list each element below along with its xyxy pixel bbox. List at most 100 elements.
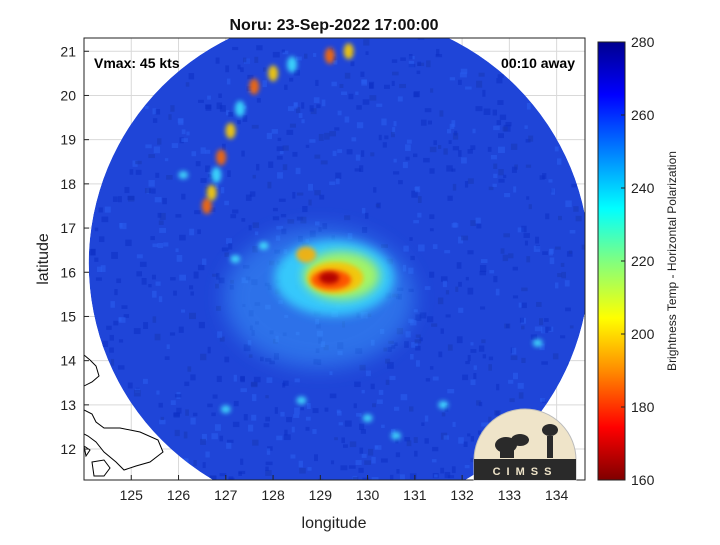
swath-pixel xyxy=(431,323,438,327)
y-axis-ticks: 12 13 14 15 16 17 18 19 20 21 xyxy=(60,43,89,457)
swath-pixel xyxy=(528,204,532,210)
swath-pixel xyxy=(344,116,350,123)
swath-pixel xyxy=(443,148,448,155)
swath-pixel xyxy=(400,57,406,61)
swath-pixel xyxy=(393,406,400,411)
swath-pixel xyxy=(510,355,518,361)
swath-pixel xyxy=(230,214,237,219)
swath-pixel xyxy=(557,273,562,278)
swath-pixel xyxy=(109,334,114,341)
swath-pixel xyxy=(417,196,422,203)
swath-pixel xyxy=(329,393,337,399)
swath-pixel xyxy=(176,407,182,414)
swath-pixel xyxy=(336,409,341,414)
swath-pixel xyxy=(336,410,342,416)
swath-pixel xyxy=(483,108,491,115)
swath-pixel xyxy=(517,382,524,389)
storm-core xyxy=(178,43,543,440)
swath-pixel xyxy=(195,161,201,167)
swath-pixel xyxy=(545,213,550,220)
swath-pixel xyxy=(218,277,225,284)
swath-pixel xyxy=(385,379,390,385)
swath-pixel xyxy=(378,134,382,141)
colorbar-tick-label: 280 xyxy=(631,34,655,50)
scattered-convection xyxy=(390,431,401,440)
swath-pixel xyxy=(262,80,267,88)
x-tick-label: 132 xyxy=(450,487,474,503)
swath-pixel xyxy=(421,422,425,426)
swath-pixel xyxy=(415,360,420,367)
swath-pixel xyxy=(417,38,425,40)
swath-pixel xyxy=(152,243,159,248)
swath-pixel xyxy=(298,460,303,468)
swath-pixel xyxy=(240,458,244,465)
swath-pixel xyxy=(449,77,456,81)
swath-pixel xyxy=(455,286,459,292)
swath-pixel xyxy=(319,194,325,200)
swath-pixel xyxy=(148,180,155,187)
swath-pixel xyxy=(458,307,464,313)
swath-pixel xyxy=(226,110,230,116)
swath-pixel xyxy=(232,421,240,428)
swath-pixel xyxy=(363,39,370,46)
swath-pixel xyxy=(266,448,271,455)
swath-pixel xyxy=(216,375,222,383)
swath-pixel xyxy=(558,215,562,221)
x-tick-label: 125 xyxy=(120,487,144,503)
swath-pixel xyxy=(125,239,132,247)
swath-pixel xyxy=(305,416,311,421)
swath-pixel xyxy=(198,321,205,329)
swath-pixel xyxy=(424,438,429,444)
swath-pixel xyxy=(316,104,321,109)
swath-pixel xyxy=(256,497,260,503)
swath-pixel xyxy=(150,236,155,241)
swath-pixel xyxy=(189,285,194,290)
swath-pixel xyxy=(173,412,180,417)
swath-pixel xyxy=(305,144,310,148)
swath-pixel xyxy=(424,286,431,290)
swath-pixel xyxy=(265,466,269,471)
swath-pixel xyxy=(280,213,287,218)
swath-pixel xyxy=(240,375,245,383)
swath-pixel xyxy=(181,129,186,135)
swath-pixel xyxy=(278,198,286,202)
swath-pixel xyxy=(201,258,207,265)
swath-pixel xyxy=(385,358,391,364)
swath-pixel xyxy=(335,178,340,185)
swath-pixel xyxy=(341,437,345,444)
swath-pixel xyxy=(344,72,351,79)
swath-pixel xyxy=(211,433,218,440)
swath-pixel xyxy=(463,441,468,447)
swath-pixel xyxy=(361,389,365,394)
outer-rainband-cell xyxy=(343,43,354,60)
x-tick-label: 128 xyxy=(261,487,285,503)
swath-pixel xyxy=(284,429,288,436)
swath-pixel xyxy=(274,407,278,414)
swath-pixel xyxy=(285,496,291,501)
swath-pixel xyxy=(179,234,186,241)
swath-pixel xyxy=(512,372,519,380)
swath-pixel xyxy=(124,186,130,194)
swath-pixel xyxy=(370,383,375,390)
swath-pixel xyxy=(296,107,301,114)
swath-pixel xyxy=(427,120,432,125)
vmax-annotation: Vmax: 45 kts xyxy=(94,55,180,71)
swath-pixel xyxy=(444,250,451,254)
swath-pixel xyxy=(472,128,476,134)
swath-pixel xyxy=(544,318,549,322)
swath-pixel xyxy=(437,297,444,305)
swath-pixel xyxy=(260,356,264,362)
plot-frame xyxy=(83,37,586,481)
swath-pixel xyxy=(224,200,229,206)
swath-pixel xyxy=(293,69,300,76)
swath-pixel xyxy=(227,170,231,177)
swath-pixel xyxy=(442,280,447,288)
swath-pixel xyxy=(410,353,414,360)
swath-pixel xyxy=(451,466,456,474)
swath-pixel xyxy=(324,132,330,140)
swath-pixel xyxy=(365,370,371,377)
swath-pixel xyxy=(498,178,505,183)
swath-pixel xyxy=(251,124,259,129)
swath-pixel xyxy=(289,123,296,128)
